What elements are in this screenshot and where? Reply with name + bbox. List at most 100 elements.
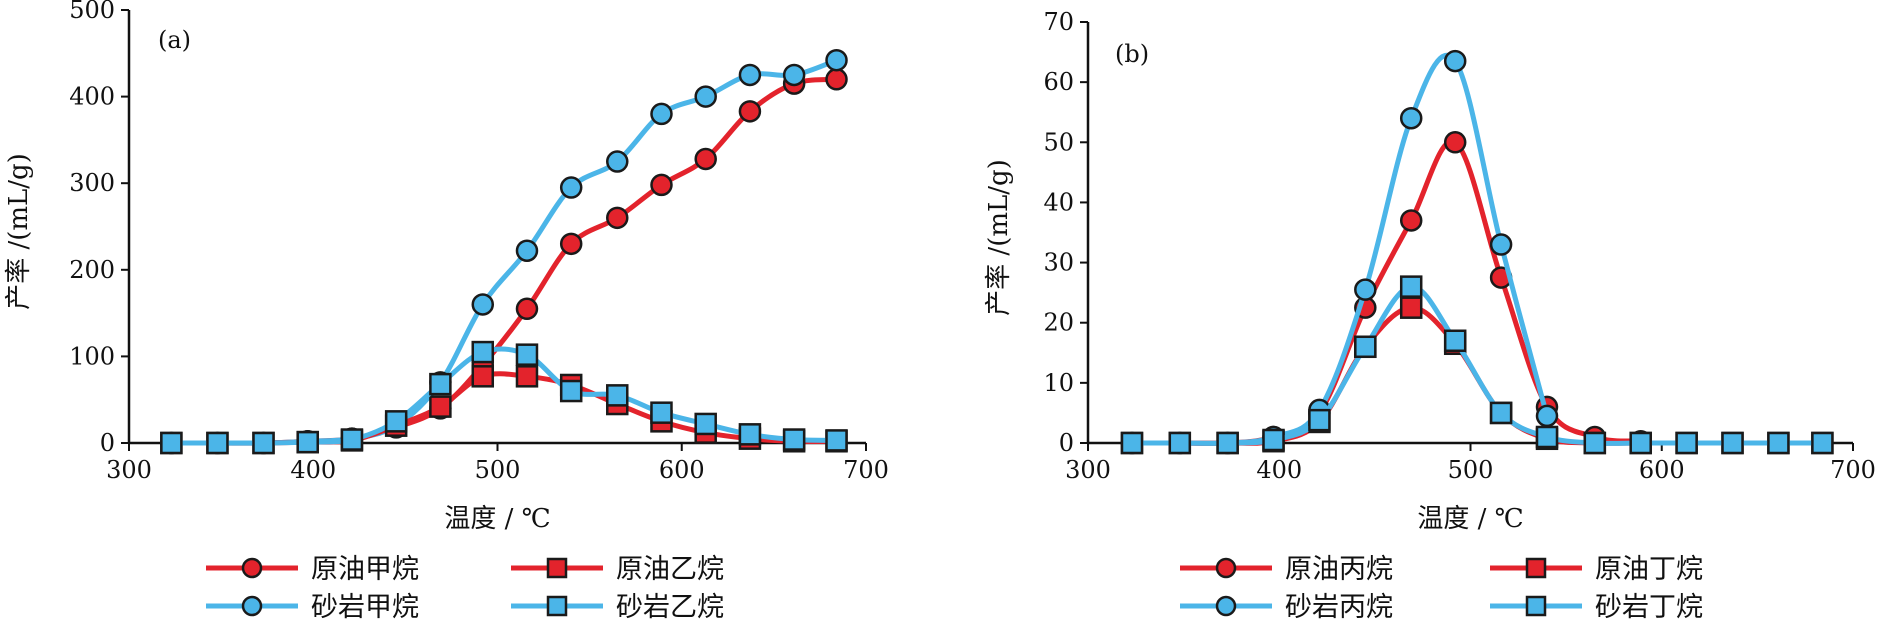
data-point-砂岩丙烷 [1354,278,1377,301]
x-tick-label: 400 [290,456,336,484]
legend-label: 原油甲烷 [311,554,419,585]
x-tick-label: 400 [1256,456,1302,484]
data-point-原油甲烷 [606,206,629,230]
data-point-砂岩乙烷 [429,372,452,396]
legend-entry: 砂岩丙烷 [1180,592,1393,623]
legend-marker [241,557,263,579]
data-point-原油乙烷 [471,365,495,388]
x-tick-label: 600 [1639,456,1685,484]
data-point-砂岩丁烷 [1767,431,1790,455]
panel-label: (a) [158,26,191,54]
series-line-砂岩甲烷 [168,57,840,446]
legend-label: 砂岩甲烷 [311,592,419,623]
data-point-砂岩丁烷 [1262,428,1285,452]
data-point-原油甲烷 [515,297,539,321]
legend-label: 砂岩丙烷 [1285,592,1393,623]
data-point-原油丁烷 [1399,296,1423,319]
y-tick-label: 70 [1043,8,1074,36]
data-point-原油甲烷 [650,173,673,197]
data-point-砂岩丙烷 [1399,106,1423,130]
data-point-砂岩甲烷 [782,63,806,87]
data-point-原油丙烷 [1399,209,1423,232]
data-point-砂岩乙烷 [559,379,583,403]
x-axis-label: 温度 / ℃ [1417,504,1523,534]
data-point-砂岩乙烷 [471,340,495,364]
data-point-砂岩丁烷 [1216,431,1239,455]
series-line-原油甲烷 [168,76,840,446]
y-tick-label: 300 [69,169,115,197]
x-tick-label: 300 [1065,456,1111,484]
series-line-砂岩丁烷 [1129,284,1825,446]
data-point-原油甲烷 [694,147,717,171]
legend-marker [546,595,568,617]
data-point-砂岩乙烷 [650,401,673,424]
data-point-砂岩丁烷 [1489,401,1513,425]
data-point-原油乙烷 [429,395,452,418]
legend-label: 砂岩乙烷 [616,592,724,623]
legend-label: 原油丁烷 [1595,554,1703,585]
data-point-砂岩丙烷 [1443,49,1467,73]
data-point-砂岩甲烷 [825,48,848,72]
data-point-砂岩甲烷 [471,293,495,316]
data-point-砂岩乙烷 [296,430,319,454]
legend-label: 砂岩丁烷 [1595,592,1703,623]
data-point-砂岩乙烷 [782,428,806,451]
data-point-砂岩乙烷 [738,423,762,446]
chart-panel-b: 0 10 20 30 40 50 60 70 300 400 500 600 700 温度 / ℃ 产率 /… [984,8,1876,623]
y-tick-label: 30 [1043,249,1074,277]
data-point-砂岩甲烷 [606,150,629,173]
x-tick-label: 600 [659,456,705,484]
x-axis-label: 温度 / ℃ [444,504,550,534]
data-point-砂岩乙烷 [160,431,183,455]
y-tick-label: 100 [69,342,115,370]
data-point-原油丙烷 [1443,131,1467,154]
data-point-砂岩丁烷 [1583,431,1607,455]
legend-marker [1525,557,1547,579]
legend-marker [546,557,568,579]
chart-panel-a: 0 100 200 300 400 500 300 400 500 600 700 温度 / ℃ 产率 … [4,0,889,623]
x-tick-label: 500 [475,456,521,484]
y-tick-label: 10 [1043,369,1074,397]
legend-entry: 原油丙烷 [1180,554,1393,585]
y-tick-label: 0 [100,429,115,457]
data-point-砂岩甲烷 [694,85,717,108]
y-tick-label: 200 [69,256,115,284]
data-point-砂岩甲烷 [738,63,762,87]
data-point-砂岩丁烷 [1629,431,1652,455]
y-tick-label: 400 [69,83,115,111]
y-tick-label: 20 [1043,309,1074,337]
legend-marker [1215,595,1237,617]
series-line-原油丙烷 [1129,138,1644,446]
data-point-砂岩丁烷 [1811,431,1834,455]
data-point-砂岩甲烷 [515,239,539,262]
legend-marker [1525,595,1547,617]
legend-label: 原油丙烷 [1285,554,1393,585]
y-tick-label: 500 [69,0,115,24]
x-tick-label: 300 [106,456,152,484]
data-point-砂岩丙烷 [1535,404,1559,428]
x-tick-label: 500 [1448,456,1494,484]
data-point-砂岩乙烷 [825,429,848,452]
data-point-原油乙烷 [515,365,539,388]
data-point-砂岩丁烷 [1675,431,1698,455]
x-tick-label: 700 [843,456,889,484]
legend-marker [1215,557,1237,579]
legend-entry: 原油甲烷 [206,554,419,585]
y-axis-label: 产率 /(mL/g) [4,153,34,310]
data-point-砂岩乙烷 [694,412,717,436]
data-point-砂岩乙烷 [340,428,364,451]
data-point-砂岩丁烷 [1399,275,1423,298]
data-point-砂岩乙烷 [606,384,629,407]
legend-entry: 原油丁烷 [1490,554,1703,585]
data-point-砂岩甲烷 [650,102,673,126]
data-point-砂岩丁烷 [1308,408,1331,432]
data-point-砂岩丁烷 [1354,335,1377,359]
legend-entry: 砂岩丁烷 [1490,592,1703,623]
data-point-原油甲烷 [738,100,762,123]
data-point-砂岩甲烷 [559,176,583,199]
data-point-砂岩丁烷 [1535,425,1559,449]
legend-label: 原油乙烷 [616,554,724,585]
series-line-砂岩乙烷 [168,346,840,446]
